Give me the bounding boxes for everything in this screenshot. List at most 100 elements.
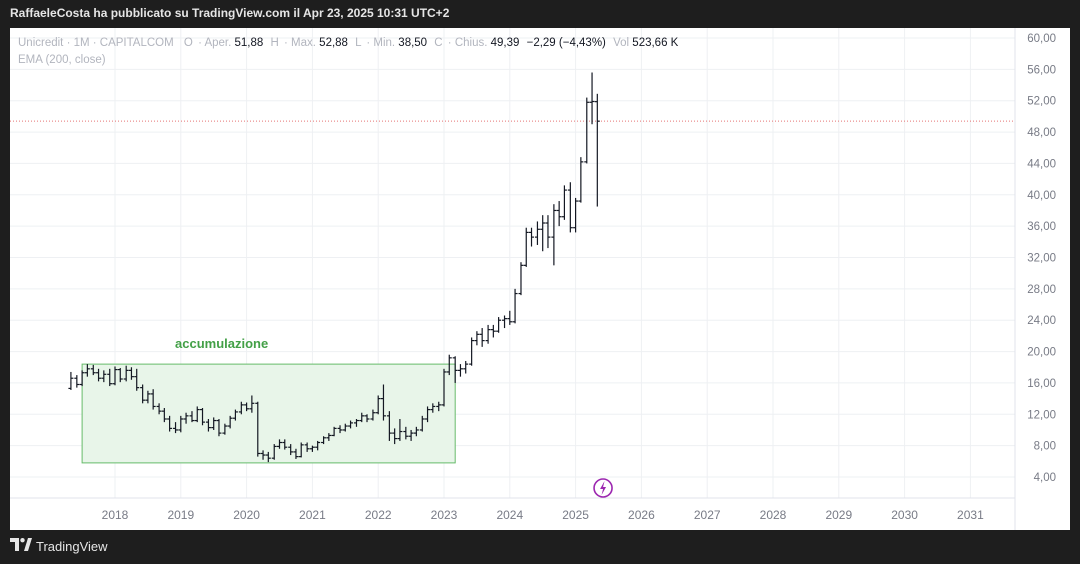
ohlc-bar (359, 412, 365, 423)
ohlc-bar (403, 426, 409, 440)
ohlc-bar (507, 310, 513, 325)
ohlc-bar (589, 72, 595, 125)
ohlc-bar (90, 364, 96, 376)
ohlc-bar (189, 411, 195, 423)
ohlc-bar (107, 368, 113, 387)
ohlc-bar (556, 201, 562, 227)
ohlc-bar (205, 418, 211, 432)
y-tick-label: 44,00 (1027, 158, 1056, 170)
legend-change: −2,29 (−4,43%) (527, 37, 606, 49)
x-axis: 2018 2019 2020 2021 2022 2023 2024 2025 2026 2027… (10, 497, 1015, 522)
ohlc-bar (211, 417, 217, 430)
ohlc-bar (173, 422, 179, 434)
ohlc-bar (140, 384, 146, 404)
ohlc-bar (452, 356, 458, 383)
y-tick-label: 52,00 (1027, 96, 1056, 108)
event-marker-layer[interactable] (593, 478, 613, 498)
legend-indicator: EMA (200, close) (18, 54, 106, 66)
legend-low-value: 38,50 (398, 37, 427, 49)
ohlc-bar (244, 402, 250, 412)
accumulation-label: accumulazione (175, 336, 268, 351)
ohlc-bar (594, 93, 600, 207)
tradingview-logo-glyph (10, 538, 32, 551)
ohlc-bar (496, 317, 502, 333)
ohlc-bar (441, 368, 447, 407)
ohlc-bar (117, 368, 123, 383)
ohlc-bar (463, 360, 469, 374)
ohlc-bar (216, 418, 222, 437)
y-tick-label: 40,00 (1027, 190, 1056, 202)
legend-volume-value: 523,66 K (632, 37, 678, 49)
ohlc-bar (298, 442, 304, 458)
x-tick-label: 2025 (562, 508, 589, 522)
publisher-header: RaffaeleCosta ha pubblicato su TradingVi… (10, 6, 450, 20)
ohlc-bar (490, 324, 496, 338)
ohlc-bar (309, 445, 315, 452)
ohlc-bar (523, 227, 529, 267)
legend-open-value: 51,88 (235, 37, 264, 49)
y-tick-label: 24,00 (1027, 315, 1056, 327)
ohlc-bar (457, 364, 463, 377)
ohlc-bar (573, 197, 579, 233)
x-tick-label: 2031 (957, 508, 984, 522)
ohlc-bar (540, 215, 546, 252)
ohlc-bar (479, 328, 485, 347)
ohlc-bar (321, 436, 327, 445)
ohlc-bar (271, 444, 277, 460)
ohlc-bar (348, 420, 354, 429)
ohlc-bar (375, 395, 381, 415)
ohlc-bar (425, 406, 431, 423)
footer-brand[interactable]: TradingView (10, 538, 108, 554)
ohlc-bar (222, 423, 228, 435)
ohlc-bar (469, 337, 475, 366)
ohlc-bar (413, 426, 419, 437)
ohlc-bar (249, 395, 255, 413)
ohlc-bar (561, 185, 567, 220)
legend-volume-label: Vol (613, 37, 629, 49)
ohlc-bar (150, 389, 156, 410)
ohlc-bar (227, 415, 233, 429)
ohlc-bar (183, 412, 189, 424)
ohlc-bar (551, 204, 557, 266)
ohlc-bar (282, 439, 288, 450)
ohlc-bar (518, 262, 524, 296)
ohlc-bar (408, 429, 414, 441)
legend-high-label: H (271, 37, 279, 49)
y-tick-label: 20,00 (1027, 347, 1056, 359)
legend-close-value: 49,39 (491, 37, 520, 49)
lightning-icon[interactable] (593, 478, 613, 498)
ohlc-bars (68, 72, 600, 463)
ohlc-bar (123, 365, 129, 382)
ohlc-bar (68, 371, 74, 390)
legend-low-label: L (355, 37, 362, 49)
tradingview-logo-icon (10, 538, 32, 554)
y-tick-label: 16,00 (1027, 378, 1056, 390)
legend-close-label: C (434, 37, 442, 49)
accumulation-box (81, 363, 456, 464)
price-chart[interactable]: accumulazione 4,00 8,00 12,00 16,00 20,00 24,… (10, 28, 1070, 530)
chart-panel[interactable]: accumulazione 4,00 8,00 12,00 16,00 20,00 24,… (10, 28, 1070, 530)
ohlc-bar (337, 425, 343, 434)
x-tick-label: 2026 (628, 508, 655, 522)
y-tick-label: 56,00 (1027, 64, 1056, 76)
y-tick-label: 36,00 (1027, 221, 1056, 233)
ohlc-bar (288, 444, 294, 456)
ohlc-bar (584, 97, 590, 164)
y-tick-label: 4,00 (1034, 472, 1056, 484)
y-tick-label: 28,00 (1027, 284, 1056, 296)
ohlc-bar (232, 409, 238, 421)
ohlc-bar (238, 401, 244, 415)
ohlc-bar (436, 401, 442, 412)
y-tick-label: 60,00 (1027, 33, 1056, 45)
ohlc-bar (342, 423, 348, 432)
legend-open-text: · Aper. (198, 37, 231, 49)
x-tick-label: 2019 (167, 508, 194, 522)
ohlc-bar (304, 442, 310, 452)
ohlc-bar (474, 331, 480, 346)
y-tick-label: 12,00 (1027, 409, 1056, 421)
ohlc-bar (156, 403, 162, 415)
ohlc-bar (380, 384, 386, 421)
ohlc-bar (79, 370, 85, 387)
ohlc-bar (326, 433, 332, 441)
legend-low-text: · Min. (366, 37, 395, 49)
